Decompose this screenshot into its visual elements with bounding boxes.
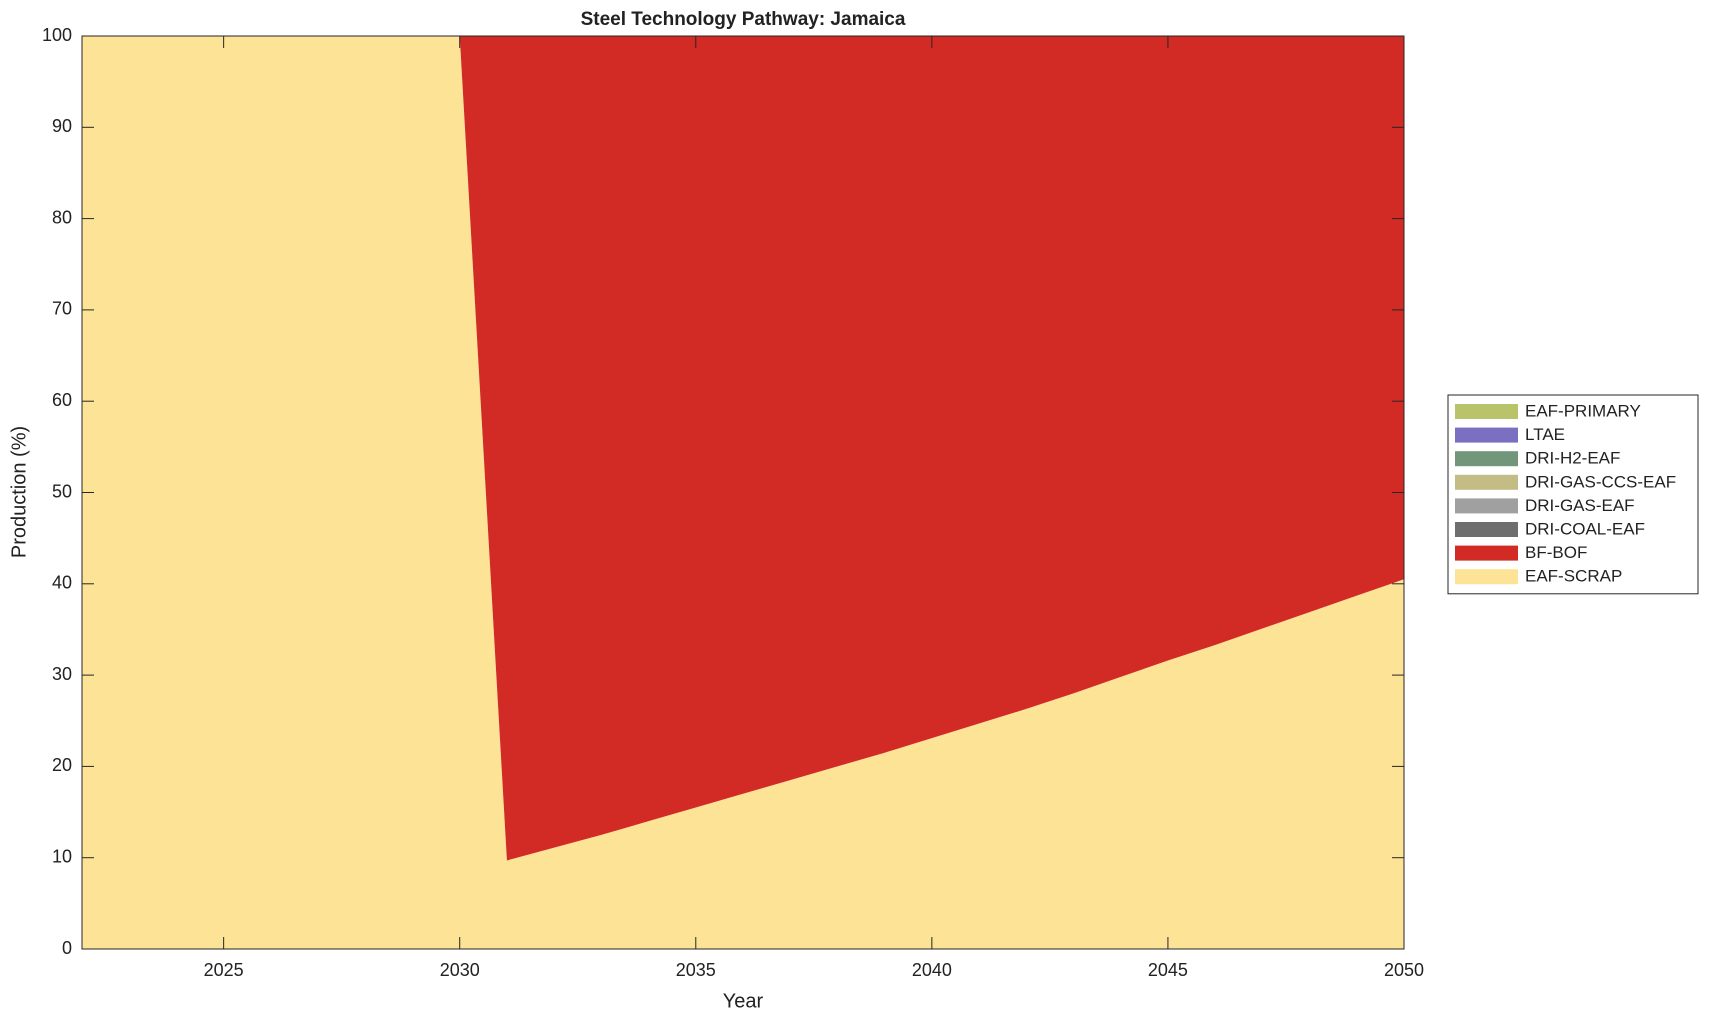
chart-title: Steel Technology Pathway: Jamaica bbox=[581, 9, 906, 30]
y-tick-label: 30 bbox=[52, 664, 72, 684]
legend-swatch bbox=[1455, 451, 1518, 467]
y-tick-label: 90 bbox=[52, 116, 72, 136]
y-tick-label: 10 bbox=[52, 846, 72, 866]
legend-swatch bbox=[1455, 498, 1518, 514]
legend-swatch bbox=[1455, 427, 1518, 443]
y-tick-label: 0 bbox=[62, 938, 72, 958]
legend-swatch bbox=[1455, 404, 1518, 419]
legend-swatch bbox=[1455, 569, 1518, 585]
legend-swatch bbox=[1455, 522, 1518, 537]
legend-label: DRI-H2-EAF bbox=[1525, 449, 1620, 468]
legend-label: EAF-SCRAP bbox=[1525, 567, 1622, 586]
legend-swatch bbox=[1455, 474, 1518, 490]
area bbox=[82, 36, 1404, 861]
y-tick-label: 80 bbox=[52, 207, 72, 227]
legend-box bbox=[1447, 394, 1699, 595]
area bbox=[82, 36, 1404, 949]
y-tick-label: 50 bbox=[52, 481, 72, 501]
y-tick-label: 20 bbox=[52, 755, 72, 775]
y-tick-label: 60 bbox=[52, 390, 72, 410]
x-axis-label: Year bbox=[723, 990, 764, 1012]
legend-label: EAF-PRIMARY bbox=[1525, 401, 1641, 420]
legend-label: LTAE bbox=[1525, 425, 1565, 444]
x-tick-label: 2025 bbox=[204, 960, 244, 980]
legend-label: BF-BOF bbox=[1525, 543, 1587, 562]
x-tick-label: 2040 bbox=[912, 960, 952, 980]
legend-label: DRI-GAS-EAF bbox=[1525, 496, 1635, 515]
y-axis-label: Production (%) bbox=[8, 426, 30, 558]
x-tick-label: 2030 bbox=[440, 960, 480, 980]
x-tick-label: 2035 bbox=[676, 960, 716, 980]
y-tick-label: 70 bbox=[52, 299, 72, 319]
x-tick-label: 2050 bbox=[1384, 960, 1424, 980]
y-tick-label: 40 bbox=[52, 573, 72, 593]
legend-label: DRI-COAL-EAF bbox=[1525, 519, 1645, 538]
x-tick-label: 2045 bbox=[1148, 960, 1188, 980]
y-tick-label: 100 bbox=[42, 25, 72, 45]
legend-swatch bbox=[1455, 545, 1518, 561]
legend-label: DRI-GAS-CCS-EAF bbox=[1525, 472, 1676, 491]
